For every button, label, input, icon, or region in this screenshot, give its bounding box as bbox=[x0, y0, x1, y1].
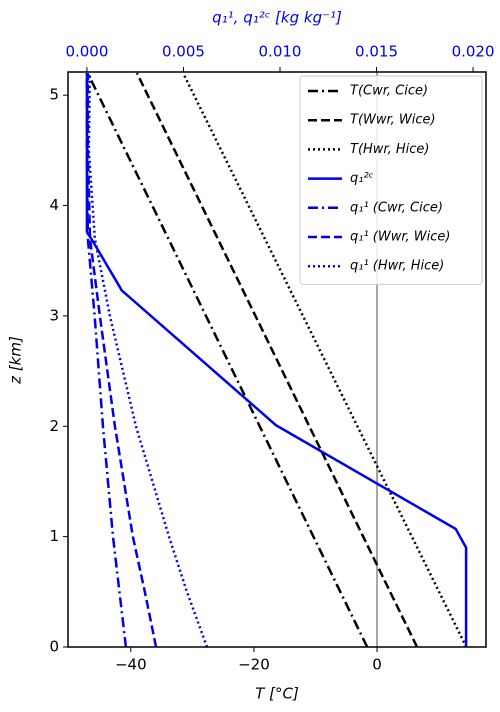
series-line bbox=[86, 72, 369, 648]
y-tick-label: 0 bbox=[49, 638, 59, 656]
legend-label: q₁²ᶜ bbox=[350, 171, 374, 186]
y-tick-label: 4 bbox=[49, 196, 59, 214]
legend-label: q₁¹ (Wwr, Wice) bbox=[350, 230, 450, 245]
x2-tick-label: 0.020 bbox=[452, 43, 495, 61]
y-axis-label: z [km] bbox=[7, 336, 25, 385]
y-tick-label: 2 bbox=[49, 417, 59, 435]
series-line bbox=[181, 72, 468, 648]
x2-tick-label: 0.005 bbox=[162, 43, 205, 61]
x-tick-label: 0 bbox=[372, 656, 382, 674]
x2-tick-label: 0.010 bbox=[259, 43, 302, 61]
legend-label: T(Wwr, Wice) bbox=[350, 113, 436, 128]
x2-tick-label: 0.000 bbox=[65, 43, 108, 61]
y-tick-label: 5 bbox=[49, 86, 59, 104]
legend-box bbox=[299, 75, 483, 285]
y-tick-label: 3 bbox=[49, 306, 59, 324]
legend-label: T(Hwr, Hice) bbox=[350, 142, 429, 157]
plot-frame bbox=[67, 71, 487, 648]
x2-axis-label: q₁¹, q₁²ᶜ [kg kg⁻¹] bbox=[212, 9, 342, 27]
x2-tick-label: 0.015 bbox=[355, 43, 398, 61]
legend-label: q₁¹ (Cwr, Cice) bbox=[350, 200, 443, 215]
x-axis-label: T [°C] bbox=[255, 685, 299, 703]
x-tick-label: −20 bbox=[238, 656, 270, 674]
legend-label: q₁¹ (Hwr, Hice) bbox=[350, 259, 444, 274]
legend-label: T(Cwr, Cice) bbox=[350, 84, 428, 99]
x-tick-label: −40 bbox=[115, 656, 147, 674]
series-line bbox=[86, 73, 158, 648]
y-tick-label: 1 bbox=[49, 527, 59, 545]
series-line bbox=[135, 72, 419, 648]
